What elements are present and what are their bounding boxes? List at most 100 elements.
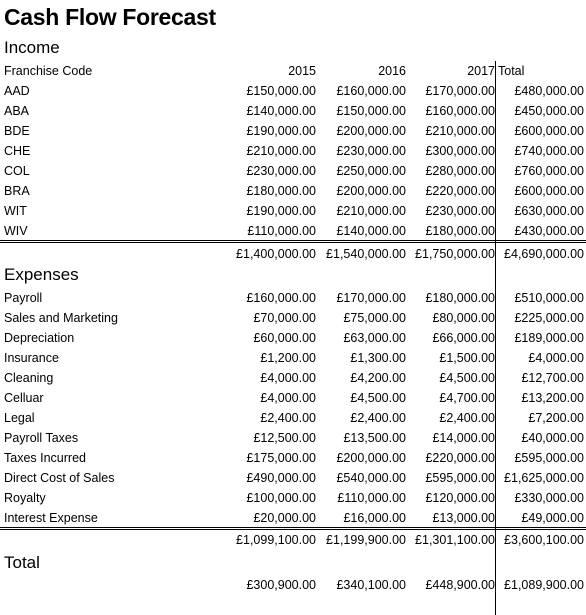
value-2016: £16,000.00 [343, 511, 406, 525]
expense-row: Insurance £1,200.00 £1,300.00 £1,500.00 £4,0… [0, 348, 586, 368]
value-2017: £160,000.00 [425, 104, 495, 118]
value-total: £740,000.00 [514, 144, 584, 158]
row-label: Insurance [4, 351, 59, 365]
year-2016-header: 2016 [378, 64, 406, 78]
net-total-row: £300,900.00 £340,100.00 £448,900.00 £1,0… [0, 575, 586, 595]
value-2017: £14,000.00 [432, 431, 495, 445]
expenses-heading: Expenses [4, 265, 79, 284]
value-2015: £4,000.00 [260, 371, 316, 385]
value-2016: £150,000.00 [336, 104, 406, 118]
row-label: Legal [4, 411, 35, 425]
value-2016: £210,000.00 [336, 204, 406, 218]
value-2016: £540,000.00 [336, 471, 406, 485]
expense-row: Direct Cost of Sales £490,000.00 £540,000.… [0, 468, 586, 488]
expense-row: Taxes Incurred £175,000.00 £200,000.00 £220… [0, 448, 586, 468]
value-total: £4,000.00 [528, 351, 584, 365]
value-2017: £180,000.00 [425, 291, 495, 305]
expense-row: Cleaning £4,000.00 £4,200.00 £4,500.00 £12,7… [0, 368, 586, 388]
value-2016: £4,200.00 [350, 371, 406, 385]
value-total: £13,200.00 [521, 391, 584, 405]
row-label: Payroll [4, 291, 43, 305]
income-total-2015: £1,400,000.00 [236, 247, 316, 261]
expense-row: Payroll Taxes £12,500.00 £13,500.00 £14,000… [0, 428, 586, 448]
row-label: AAD [4, 84, 30, 98]
expenses-total-2016: £1,199,900.00 [326, 533, 406, 547]
value-2017: £300,000.00 [425, 144, 495, 158]
value-2016: £200,000.00 [336, 451, 406, 465]
franchise-code-header: Franchise Code [4, 64, 93, 78]
income-header-row: Franchise Code 2015 2016 2017 Total [0, 61, 586, 81]
row-label: COL [4, 164, 30, 178]
value-2015: £20,000.00 [253, 511, 316, 525]
income-row: WIT £190,000.00 £210,000.00 £230,000.00 £630… [0, 201, 586, 221]
row-label: BRA [4, 184, 30, 198]
expenses-grand-total: £3,600,100.00 [504, 533, 584, 547]
row-label: Celluar [4, 391, 44, 405]
row-label: WIV [4, 224, 28, 238]
net-total-heading: Total [4, 553, 40, 572]
row-label: Depreciation [4, 331, 75, 345]
income-grand-total: £4,690,000.00 [504, 247, 584, 261]
value-2016: £2,400.00 [350, 411, 406, 425]
expense-row: Celluar £4,000.00 £4,500.00 £4,700.00 £13,20… [0, 388, 586, 408]
value-2016: £75,000.00 [343, 311, 406, 325]
income-row: CHE £210,000.00 £230,000.00 £300,000.00 £740… [0, 141, 586, 161]
value-total: £510,000.00 [514, 291, 584, 305]
row-label: Royalty [4, 491, 46, 505]
value-2016: £200,000.00 [336, 184, 406, 198]
row-label: Direct Cost of Sales [4, 471, 115, 485]
expenses-double-rule [0, 527, 586, 530]
value-total: £600,000.00 [514, 124, 584, 138]
value-2017: £280,000.00 [425, 164, 495, 178]
row-label: ABA [4, 104, 30, 118]
value-2015: £190,000.00 [246, 124, 316, 138]
value-2015: £490,000.00 [246, 471, 316, 485]
value-2015: £110,000.00 [247, 224, 316, 238]
value-total: £189,000.00 [514, 331, 584, 345]
value-total: £450,000.00 [514, 104, 584, 118]
value-2015: £175,000.00 [246, 451, 316, 465]
value-2017: £4,700.00 [439, 391, 495, 405]
value-total: £595,000.00 [514, 451, 584, 465]
value-2016: £110,000.00 [337, 491, 406, 505]
value-2015: £140,000.00 [246, 104, 316, 118]
net-total-2016: £340,100.00 [336, 578, 406, 592]
value-total: £600,000.00 [514, 184, 584, 198]
value-total: £430,000.00 [514, 224, 584, 238]
value-2017: £220,000.00 [425, 451, 495, 465]
net-grand-total: £1,089,900.00 [504, 578, 584, 592]
value-2017: £66,000.00 [432, 331, 495, 345]
value-2015: £1,200.00 [260, 351, 316, 365]
value-2016: £63,000.00 [343, 331, 406, 345]
value-2017: £4,500.00 [439, 371, 495, 385]
value-2015: £100,000.00 [246, 491, 316, 505]
row-label: Sales and Marketing [4, 311, 118, 325]
row-label: WIT [4, 204, 27, 218]
sheet-title: Cash Flow Forecast [4, 4, 216, 30]
value-total: £330,000.00 [514, 491, 584, 505]
value-2017: £170,000.00 [425, 84, 495, 98]
row-label: BDE [4, 124, 30, 138]
value-2015: £160,000.00 [246, 291, 316, 305]
value-2015: £180,000.00 [246, 184, 316, 198]
income-total-2017: £1,750,000.00 [415, 247, 495, 261]
income-double-rule [0, 240, 586, 243]
value-total: £760,000.00 [514, 164, 584, 178]
value-total: £630,000.00 [514, 204, 584, 218]
expense-row: Payroll £160,000.00 £170,000.00 £180,000.00… [0, 288, 586, 308]
row-label: Payroll Taxes [4, 431, 79, 445]
value-2015: £230,000.00 [246, 164, 316, 178]
row-label: CHE [4, 144, 31, 158]
value-2017: £1,500.00 [439, 351, 495, 365]
income-row: BRA £180,000.00 £200,000.00 £220,000.00 £600… [0, 181, 586, 201]
value-2017: £2,400.00 [439, 411, 495, 425]
income-row: COL £230,000.00 £250,000.00 £280,000.00 £760… [0, 161, 586, 181]
value-2017: £120,000.00 [425, 491, 495, 505]
value-2015: £190,000.00 [246, 204, 316, 218]
value-total: £225,000.00 [514, 311, 584, 325]
value-total: £12,700.00 [521, 371, 584, 385]
value-2017: £230,000.00 [425, 204, 495, 218]
value-2017: £210,000.00 [425, 124, 495, 138]
income-row: ABA £140,000.00 £150,000.00 £160,000.00 £450… [0, 101, 586, 121]
